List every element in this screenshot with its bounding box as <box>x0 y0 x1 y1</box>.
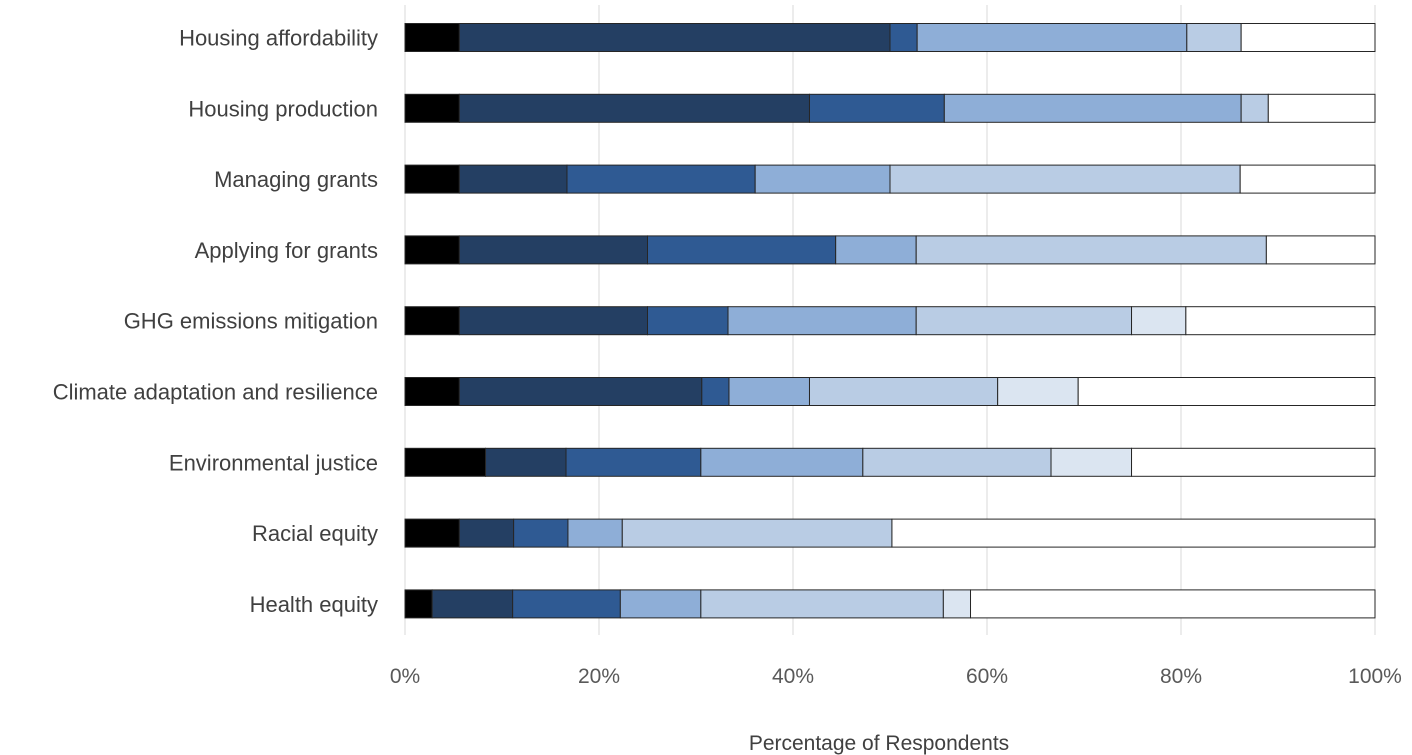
bar-segment <box>1077 377 1376 406</box>
bar-segment <box>808 377 999 406</box>
bar-segment <box>458 235 648 265</box>
bar-segment <box>1131 306 1187 336</box>
bar-segment <box>728 377 810 406</box>
bar-segment <box>1267 93 1376 123</box>
bar-segment <box>404 518 460 548</box>
bar-segment <box>754 164 891 194</box>
bar-segment <box>891 518 1376 548</box>
bar-segment <box>1240 23 1376 52</box>
bar-segment <box>512 589 621 619</box>
bar-segment <box>916 23 1188 52</box>
bar-segment <box>889 164 1241 194</box>
x-tick-label: 100% <box>1348 665 1402 688</box>
bar-segment <box>915 306 1133 336</box>
bar-segment <box>458 377 703 406</box>
bar-segment <box>647 306 729 336</box>
category-label: GHG emissions mitigation <box>124 309 378 334</box>
bar-segment <box>835 235 917 265</box>
bar-segment <box>700 447 864 477</box>
bar-segment <box>565 447 702 477</box>
bar-segment <box>404 235 460 265</box>
bar-segment <box>621 518 893 548</box>
bar-segment <box>915 235 1267 265</box>
category-label: Applying for grants <box>195 238 378 263</box>
bar-segment <box>701 377 730 406</box>
category-label: Housing production <box>188 96 378 121</box>
bar-segment <box>458 93 810 123</box>
bar-segment <box>485 447 567 477</box>
bar-segment <box>1186 23 1242 52</box>
bar-segment <box>431 589 514 619</box>
bar-segment <box>404 589 433 619</box>
bar-segment <box>458 164 568 194</box>
bar-segment <box>404 93 460 123</box>
bar-segment <box>458 23 891 52</box>
bar-segment <box>404 23 460 52</box>
x-tick-label: 60% <box>966 665 1008 688</box>
bar-segment <box>889 23 918 52</box>
bar-segment <box>1131 447 1376 477</box>
bar-segment <box>513 518 569 548</box>
bars <box>404 23 1376 619</box>
category-labels: Housing affordability Housing production M… <box>53 26 378 617</box>
category-label: Managing grants <box>214 167 378 192</box>
bar-segment <box>566 164 756 194</box>
category-label: Racial equity <box>252 521 378 546</box>
x-tick-labels: 0% 20% 40% 60% 80% 100% <box>390 665 1402 688</box>
bar-segment <box>862 447 1052 477</box>
x-axis-title: Percentage of Respondents <box>749 732 1009 755</box>
bar-segment <box>404 306 460 336</box>
bar-segment <box>567 518 623 548</box>
bar-segment <box>647 235 837 265</box>
bar-segment <box>404 164 460 194</box>
bar-segment <box>458 306 648 336</box>
x-tick-label: 0% <box>390 665 420 688</box>
bar-segment <box>997 377 1079 406</box>
bar-segment <box>458 518 515 548</box>
bar-segment <box>1265 235 1376 265</box>
category-label: Climate adaptation and resilience <box>53 380 378 405</box>
bar-segment <box>1185 306 1376 336</box>
bar-segment <box>700 589 944 619</box>
bar-segment <box>943 93 1242 123</box>
bar-segment <box>1239 164 1376 194</box>
category-label: Housing affordability <box>179 26 378 51</box>
category-label: Health equity <box>250 592 378 617</box>
bar-segment <box>404 447 487 477</box>
x-tick-label: 80% <box>1160 665 1202 688</box>
bar-segment <box>404 377 460 406</box>
bar-segment <box>942 589 972 619</box>
bar-segment <box>970 589 1376 619</box>
x-tick-label: 20% <box>578 665 620 688</box>
x-tick-label: 40% <box>772 665 814 688</box>
bar-segment <box>727 306 917 336</box>
bar-segment <box>1050 447 1133 477</box>
bar-segment <box>1240 93 1269 123</box>
category-label: Environmental justice <box>169 450 378 475</box>
bar-segment <box>619 589 702 619</box>
bar-segment <box>808 93 945 123</box>
